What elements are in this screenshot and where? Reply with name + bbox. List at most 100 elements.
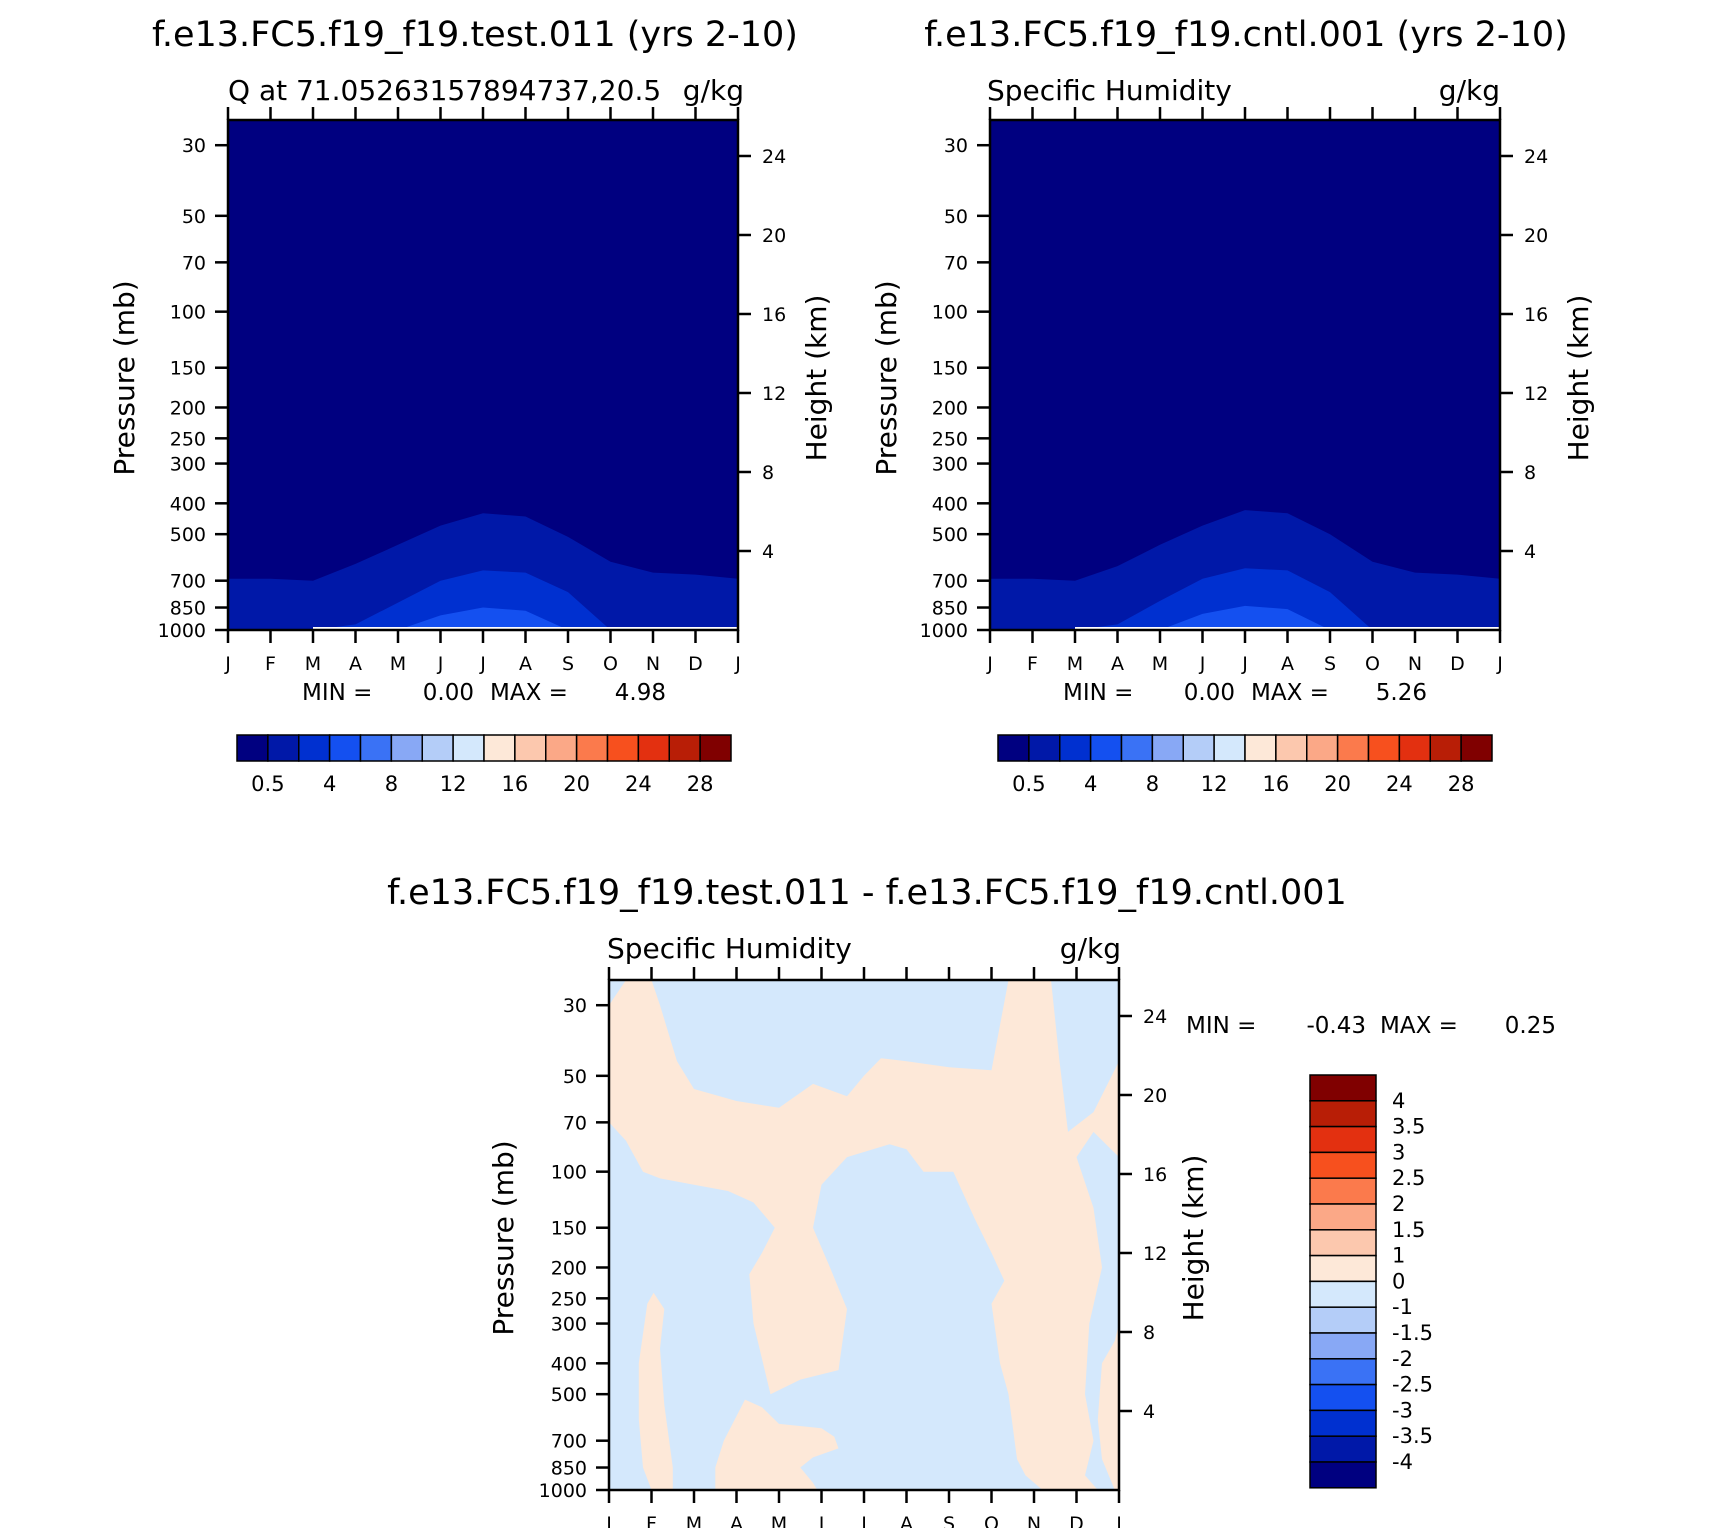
x-tick-label: F [265, 653, 276, 675]
y-tick-label: 1000 [920, 620, 968, 642]
y-tick-label: 30 [182, 135, 206, 157]
colorbar-swatch [668, 734, 701, 762]
y-tick-label: 250 [932, 428, 968, 450]
colorbar-label: 12 [1201, 772, 1228, 796]
y-axis-label-right: Height (km) [1177, 1155, 1210, 1322]
min-label: MIN = [1063, 680, 1133, 706]
panel-control: f.e13.FC5.f19_f19.cntl.001 (yrs 2-10) Sp… [870, 15, 1595, 796]
x-tick-label: N [646, 653, 660, 675]
colorbar-label: 24 [1386, 772, 1413, 796]
colorbar-label: 20 [1324, 772, 1351, 796]
y-tick-label-right: 8 [1524, 462, 1536, 484]
colorbar-label: 16 [1263, 772, 1290, 796]
y-tick-label: 400 [170, 493, 206, 515]
y-tick-label-right: 16 [1143, 1164, 1167, 1186]
colorbar: 43.532.521.510-1-1.5-2-2.5-3-3.5-4 [1309, 1074, 1433, 1489]
y-tick-label-right: 24 [1143, 1006, 1167, 1028]
x-tick-label: M [771, 1513, 787, 1528]
y-tick-label: 100 [932, 302, 968, 324]
colorbar-label: -3.5 [1392, 1424, 1433, 1448]
colorbar-swatch [1398, 734, 1431, 762]
y-tick-label: 150 [932, 358, 968, 380]
x-tick-label: A [900, 1513, 913, 1528]
plot-area: J F M A M J J A S O N D J 30 50 70 100 150 200 250 300 400 500… [920, 107, 1548, 675]
colorbar-swatch [1306, 734, 1339, 762]
x-tick-label: O [603, 653, 618, 675]
colorbar-label: 28 [687, 772, 714, 796]
plot-area: J F M A M J J A S O N D J 30 50 70 100 150 200 250 300 400 500… [158, 107, 786, 675]
colorbar-swatch [1309, 1177, 1377, 1205]
max-value: 5.26 [1376, 680, 1427, 706]
colorbar: 0.5 4 8 12 16 20 24 28 [236, 734, 732, 796]
y-tick-label: 70 [182, 252, 206, 274]
colorbar-swatch [328, 734, 362, 762]
panel-test: f.e13.FC5.f19_f19.test.011 (yrs 2-10) Q … [108, 15, 833, 796]
colorbar-label: -1.5 [1392, 1321, 1433, 1345]
colorbar-label: 16 [502, 772, 529, 796]
y-tick-label: 50 [182, 206, 206, 228]
min-value: 0.00 [423, 680, 474, 706]
contour-band-2 [228, 570, 738, 630]
colorbar-label: 0.5 [251, 772, 284, 796]
contour-band-3 [990, 605, 1500, 630]
colorbar-swatch [1309, 1306, 1377, 1334]
y-tick-label: 150 [170, 358, 206, 380]
y-tick-label-right: 20 [762, 225, 786, 247]
y-tick-label: 400 [932, 493, 968, 515]
y-tick-label: 1000 [158, 620, 206, 642]
right-label: g/kg [1060, 932, 1121, 965]
x-tick-label: D [1069, 1513, 1084, 1528]
x-tick-label: J [224, 653, 231, 675]
colorbar-swatch [575, 734, 609, 762]
x-tick-label: M [1152, 653, 1168, 675]
y-tick-label-right: 12 [1143, 1243, 1167, 1265]
y-tick-label: 850 [170, 598, 206, 620]
x-tick-label: J [1496, 653, 1503, 675]
colorbar-swatch [359, 734, 393, 762]
case-title: f.e13.FC5.f19_f19.test.011 - f.e13.FC5.f… [387, 873, 1347, 913]
colorbar: 0.5 4 8 12 16 20 24 28 [997, 734, 1493, 796]
colorbar-label: -3 [1392, 1398, 1413, 1422]
colorbar-label: 1 [1392, 1244, 1405, 1268]
colorbar-swatch [1120, 734, 1154, 762]
max-label: MAX = [1380, 1013, 1458, 1039]
y-tick-label: 30 [944, 135, 968, 157]
max-value: 0.25 [1505, 1013, 1556, 1039]
y-tick-label: 70 [944, 252, 968, 274]
x-tick-label: M [1067, 653, 1083, 675]
x-tick-label: J [818, 1513, 825, 1528]
y-tick-label: 400 [551, 1353, 587, 1375]
y-tick-label: 300 [932, 454, 968, 476]
contour-fill [609, 980, 1119, 1490]
colorbar-swatch [1059, 734, 1092, 762]
right-label: g/kg [683, 74, 744, 107]
min-label: MIN = [302, 680, 372, 706]
y-tick-label: 1000 [539, 1480, 587, 1502]
y-tick-label: 500 [932, 524, 968, 546]
y-tick-label: 50 [563, 1066, 587, 1088]
colorbar-label: 8 [1146, 772, 1159, 796]
x-tick-label: N [1027, 1513, 1041, 1528]
colorbar-swatch [267, 734, 300, 762]
left-label: Specific Humidity [607, 932, 852, 965]
colorbar-swatch [1309, 1332, 1377, 1360]
x-tick-label: M [686, 1513, 702, 1528]
x-tick-label: O [984, 1513, 999, 1528]
min-value: 0.00 [1184, 680, 1235, 706]
colorbar-swatch [1309, 1409, 1377, 1437]
x-tick-label: S [943, 1513, 955, 1528]
y-tick-label-right: 12 [762, 383, 786, 405]
y-tick-label-right: 8 [1143, 1322, 1155, 1344]
colorbar-swatch [545, 734, 578, 762]
colorbar-label: -1 [1392, 1295, 1413, 1319]
positive-region [1097, 1323, 1119, 1490]
colorbar-label: 0.5 [1012, 772, 1045, 796]
colorbar-swatch [997, 734, 1030, 762]
right-label: g/kg [1439, 74, 1500, 107]
colorbar-swatch [483, 734, 516, 762]
x-tick-label: M [305, 653, 321, 675]
colorbar-swatch [390, 734, 423, 762]
y-tick-label: 700 [170, 571, 206, 593]
colorbar-swatch [1309, 1100, 1377, 1128]
y-tick-label: 300 [170, 454, 206, 476]
